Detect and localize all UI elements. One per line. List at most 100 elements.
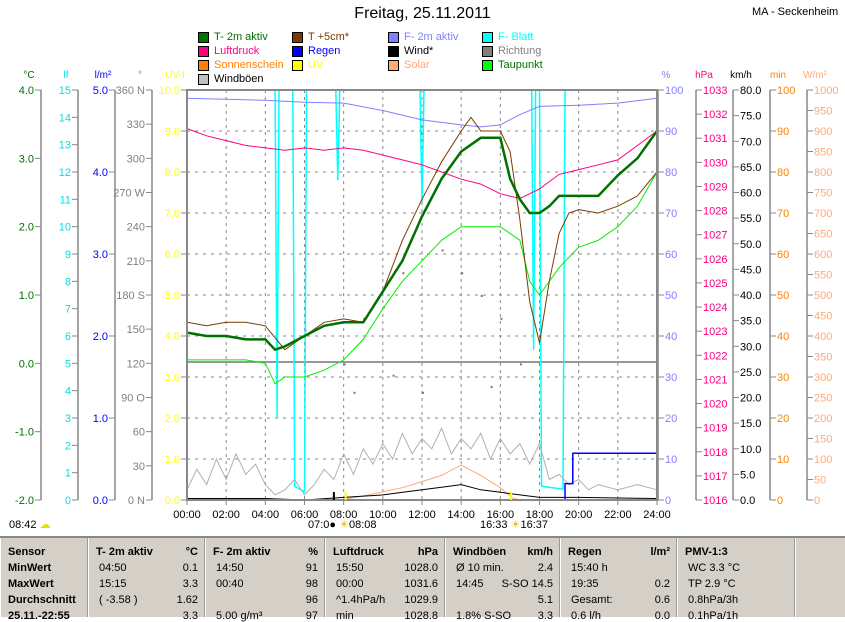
sunrise-time: 08:08 [349,519,377,531]
axis-tick-label-lf: 3 [65,413,71,425]
x-tick-label: 08:00 [330,509,358,521]
axis-tick-label-c: -2.0 [15,495,34,507]
table-cell-value: 0.0 [654,610,670,622]
legend-swatch [482,59,493,71]
axis-tick-label-uv: 3.0 [165,372,180,384]
table-cell-label: 04:50 [99,562,127,574]
direction-point [353,391,356,394]
legend-swatch [388,31,399,43]
table-cell-value: 1031.6 [404,578,438,590]
axis-tick-label-wm2: 400 [814,331,832,343]
table-cell-label: Ø 10 min. [456,562,504,574]
axis-tick-label-rain: 5.0 [93,85,108,97]
legend-item: Wind* [388,45,433,57]
legend-swatch [292,59,303,71]
axis-tick-label-wm2: 700 [814,208,832,220]
table-cell-label: 15:50 [336,562,364,574]
axis-tick-label-kmh: 20.0 [740,393,761,405]
weather-chart: 00:00 02:00 04:00 06:00 08:00 10:00 12:00 14:00… [15,70,838,521]
axis-tick-label-lf: 15 [59,85,71,97]
moon-icon: ● [329,519,337,531]
axis-tick-label-lf: 10 [59,222,71,234]
axis-unit-kmh: km/h [730,70,752,81]
axis-tick-label-wm2: 750 [814,188,832,200]
table-cell-label: 1.8% S-SO [456,610,512,622]
x-tick-label: 14:00 [447,509,475,521]
axis-tick-label-kmh: 0.0 [740,495,755,507]
legend-item: Solar [388,59,430,71]
direction-point [441,249,444,252]
axis-tick-label-pct: 0 [665,495,671,507]
table-cell-label: 0.8hPa/3h [688,594,739,606]
axis-tick-label-uv: 1.0 [165,454,180,466]
axis-unit-lf: lf [64,70,69,81]
axis-tick-label-dir: 150 [127,324,145,336]
table-cell-label: 15:40 h [571,562,608,574]
table-cell-label: Gesamt: [571,594,613,606]
axis-tick-label-hpa: 1030 [703,157,727,169]
axis-tick-label-hpa: 1033 [703,85,727,97]
axis-tick-label-hpa: 1024 [703,302,727,314]
legend-swatch [482,45,493,57]
column-unit: % [308,546,318,558]
axis-tick-label-lf: 13 [59,140,71,152]
axis-tick-label-dir: 240 [127,222,145,234]
table-cell-value: 3.3 [182,578,198,590]
axis-tick-label-lf: 1 [65,468,71,480]
table-column: F- 2m aktiv% 14:50 91 00:40 98 96 5.00 g/m³ 97 [205,538,326,622]
table-cell-label: 19:35 [571,578,599,590]
legend-item: Richtung [482,45,541,57]
legend-swatch [198,31,209,43]
legend-label: Richtung [498,45,542,57]
legend-label: UV [308,59,324,71]
table-cell-label: min [336,610,354,622]
x-tick-label: 24:00 [643,509,671,521]
legend-item: T +5cm* [292,31,349,43]
axis-tick-label-lf: 11 [60,194,71,206]
table-cell-value: 1.62 [176,594,198,606]
axis-tick-label-wm2: 500 [814,290,832,302]
axis-tick-label-wm2: 900 [814,126,832,138]
x-tick-label: 16:00 [487,509,515,521]
table-cell-label: ^1.4hPa/h [336,594,386,606]
axis-unit-min: min [770,70,786,81]
series-f-2m-aktiv [186,97,658,128]
axis-tick-label-min: 40 [777,331,789,343]
axis-tick-label-kmh: 70.0 [740,136,761,148]
axis-tick-label-c: 3.0 [19,153,34,165]
axis-tick-label-hpa: 1029 [703,181,727,193]
axis-tick-label-uv: 4.0 [165,331,180,343]
axis-tick-label-min: 10 [777,454,789,466]
axis-tick-label-lf: 12 [59,167,71,179]
legend-swatch [198,59,209,71]
axis-tick-label-min: 70 [777,208,789,220]
axis-tick-label-dir: 90 O [121,393,145,405]
table-cell-label: 0.1hPa/1h [688,610,739,622]
axis-tick-label-hpa: 1031 [703,133,727,145]
sun-icon: ☁ [39,519,51,531]
axis-tick-label-hpa: 1019 [703,423,727,435]
legend-label: T- 2m aktiv [214,31,268,43]
table-cell-value: 91 [305,562,318,574]
stats-table: Sensor MinWert MaxWert Durchschnitt 25.11.-2… [0,536,845,622]
table-cell-value: 3.3 [182,610,198,622]
legend-item: T- 2m aktiv [198,31,268,43]
column-unit: °C [185,546,198,558]
axis-tick-label-kmh: 80.0 [740,85,761,97]
axis-tick-label-wm2: 150 [814,434,832,446]
axis-tick-label-rain: 1.0 [93,413,108,425]
table-cell-label: Durchschnitt [8,594,76,606]
axis-tick-label-uv: 6.0 [165,249,180,261]
legend-label: F- 2m aktiv [404,31,459,43]
axis-tick-label-hpa: 1028 [703,206,727,218]
axis-tick-label-dir: 0 N [128,495,145,507]
column-header: Luftdruck [333,546,384,558]
axis-tick-label-lf: 14 [59,112,71,124]
table-cell-value: 0.6 [654,594,670,606]
axis-tick-label-uv: 2.0 [165,413,180,425]
plot-frame [186,89,658,501]
table-cell-label: MaxWert [8,578,54,590]
direction-point [422,391,424,394]
table-column: Regen l/m² 15:40 h 19:35 0.2 Gesamt: 0.6 0.6 l/… [560,538,678,622]
moonset-time: 16:37 [520,519,548,531]
